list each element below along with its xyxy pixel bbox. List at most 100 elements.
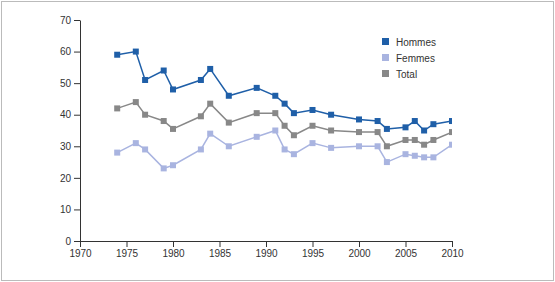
series-marker bbox=[328, 128, 334, 134]
x-tick-mark bbox=[173, 241, 174, 247]
y-tick: 0 bbox=[65, 236, 80, 247]
series-marker bbox=[114, 105, 120, 111]
y-axis-line bbox=[80, 21, 81, 242]
series-marker bbox=[226, 143, 232, 149]
series-marker bbox=[412, 137, 418, 143]
series-marker bbox=[198, 77, 204, 83]
y-tick-label: 30 bbox=[60, 141, 72, 152]
series-marker bbox=[310, 140, 316, 146]
y-tick: 30 bbox=[60, 141, 80, 152]
series-marker bbox=[328, 145, 334, 151]
x-tick-mark bbox=[406, 241, 407, 247]
x-tick-mark bbox=[220, 241, 221, 247]
x-tick-mark bbox=[313, 241, 314, 247]
series-marker bbox=[226, 93, 232, 99]
x-tick-label: 1970 bbox=[69, 248, 92, 259]
chart: 1970 1975 1980 1985 1990 1995 2000 2005 2010 0 10 2… bbox=[0, 0, 555, 282]
series-marker bbox=[254, 85, 260, 91]
y-tick: 60 bbox=[60, 46, 80, 57]
series-marker bbox=[161, 118, 167, 124]
series-marker bbox=[170, 86, 176, 92]
x-axis: 1970 1975 1980 1985 1990 1995 2000 2005 2010 bbox=[69, 241, 464, 259]
series-marker bbox=[403, 137, 409, 143]
series-marker bbox=[226, 120, 232, 126]
series-marker bbox=[114, 150, 120, 156]
y-tick-label: 10 bbox=[60, 204, 72, 215]
series-marker bbox=[272, 93, 278, 99]
x-tick-label: 1975 bbox=[116, 248, 139, 259]
series-marker bbox=[254, 134, 260, 140]
x-tick: 1980 bbox=[162, 241, 185, 259]
series-marker bbox=[384, 159, 390, 165]
series-marker bbox=[310, 107, 316, 113]
series-marker bbox=[282, 123, 288, 129]
series-line bbox=[117, 131, 452, 169]
x-tick-mark bbox=[266, 241, 267, 247]
series-marker bbox=[384, 143, 390, 149]
series-marker bbox=[291, 110, 297, 116]
series-marker bbox=[449, 118, 452, 124]
series-marker bbox=[133, 49, 139, 55]
y-tick-mark bbox=[74, 241, 80, 242]
series-marker bbox=[198, 146, 204, 152]
series-marker bbox=[254, 110, 260, 116]
series-marker bbox=[133, 140, 139, 146]
x-tick: 2000 bbox=[348, 241, 371, 259]
y-tick-label: 40 bbox=[60, 109, 72, 120]
x-tick-mark bbox=[452, 241, 453, 247]
series-marker bbox=[421, 128, 427, 134]
x-tick: 1985 bbox=[209, 241, 232, 259]
x-tick: 1975 bbox=[116, 241, 139, 259]
y-tick-label: 20 bbox=[60, 173, 72, 184]
series-marker bbox=[142, 77, 148, 83]
x-tick: 2005 bbox=[395, 241, 418, 259]
series-marker bbox=[310, 123, 316, 129]
series-marker bbox=[356, 143, 362, 149]
series-marker bbox=[356, 129, 362, 135]
x-tick-mark bbox=[127, 241, 128, 247]
series-marker bbox=[291, 151, 297, 157]
legend-label: Total bbox=[396, 69, 417, 80]
x-tick: 1970 bbox=[69, 241, 92, 259]
x-tick-label: 1985 bbox=[209, 248, 232, 259]
series-marker bbox=[375, 118, 381, 124]
series-marker bbox=[207, 66, 213, 72]
series-marker bbox=[430, 121, 436, 127]
series-marker bbox=[403, 151, 409, 157]
series-marker bbox=[375, 129, 381, 135]
y-tick: 50 bbox=[60, 78, 80, 89]
y-tick-mark bbox=[74, 178, 80, 179]
x-tick-mark bbox=[359, 241, 360, 247]
y-tick-mark bbox=[74, 209, 80, 210]
series-marker bbox=[272, 128, 278, 134]
legend-label: Femmes bbox=[396, 53, 435, 64]
y-tick: 70 bbox=[60, 15, 80, 26]
series-marker bbox=[198, 113, 204, 119]
x-tick-label: 2010 bbox=[441, 248, 464, 259]
x-tick-label: 1995 bbox=[302, 248, 325, 259]
chart-frame bbox=[2, 2, 554, 281]
series-marker bbox=[384, 126, 390, 132]
y-tick-mark bbox=[74, 20, 80, 21]
series-marker bbox=[133, 99, 139, 105]
series-marker bbox=[403, 124, 409, 130]
series-line bbox=[117, 102, 452, 146]
series-marker bbox=[291, 132, 297, 138]
series-marker bbox=[328, 112, 334, 118]
y-tick-label: 60 bbox=[60, 46, 72, 57]
x-tick-mark bbox=[80, 241, 81, 247]
y-tick: 10 bbox=[60, 204, 80, 215]
series-marker bbox=[207, 131, 213, 137]
series-marker bbox=[412, 118, 418, 124]
series-marker bbox=[282, 146, 288, 152]
y-tick: 20 bbox=[60, 173, 80, 184]
legend-label: Hommes bbox=[396, 37, 436, 48]
legend-swatch bbox=[382, 70, 389, 77]
series-marker bbox=[421, 142, 427, 148]
x-tick: 1990 bbox=[255, 241, 278, 259]
series-marker bbox=[449, 142, 452, 148]
y-tick-label: 0 bbox=[65, 236, 71, 247]
y-tick: 40 bbox=[60, 109, 80, 120]
series-marker bbox=[161, 165, 167, 171]
series-marker bbox=[375, 143, 381, 149]
